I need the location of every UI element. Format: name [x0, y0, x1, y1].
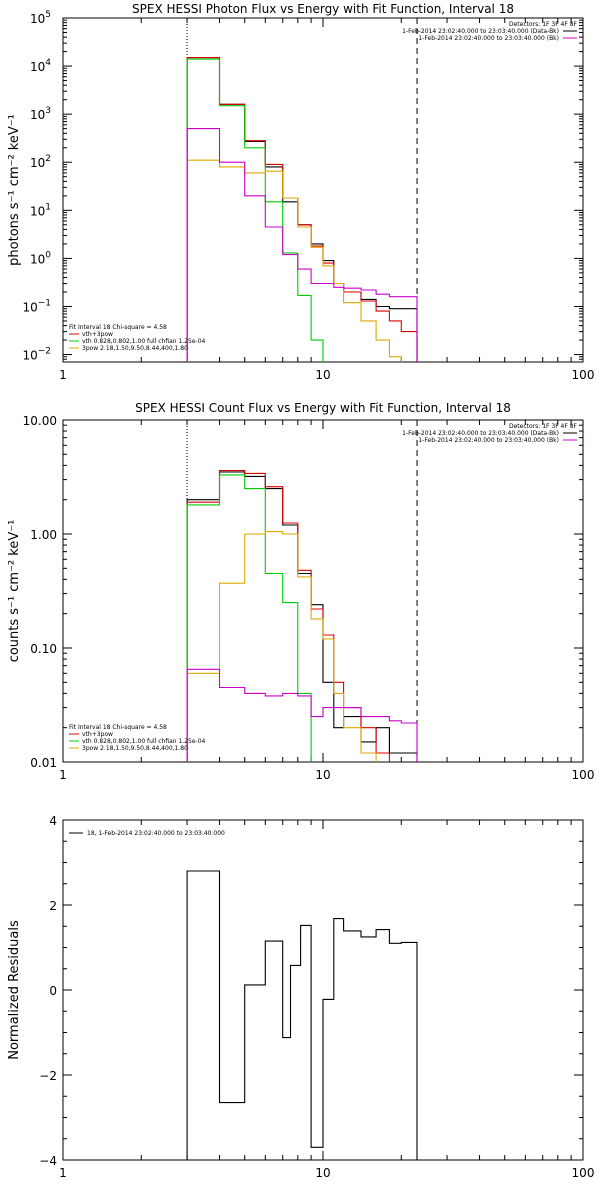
legend-entry: 1-Feb-2014 23:02:40.000 to 23:03:40.000 … — [402, 430, 559, 437]
x-tick-label: 1 — [59, 768, 67, 782]
series-2-step-line — [186, 57, 418, 362]
y-axis-label: photons s⁻¹ cm⁻² keV⁻¹ — [7, 114, 22, 266]
legend-entry: 1-Feb-2014 23:02:40.000 to 23:03:40.000 … — [418, 437, 559, 444]
series-3-step-line — [186, 474, 418, 762]
legend-entry: Detectors: 1F 3F 4F 8F — [509, 21, 578, 28]
legend-entry: vth+3pow — [82, 331, 113, 338]
y-tick-label: 0.01 — [30, 756, 57, 770]
y-tick-label: 100 — [30, 250, 51, 266]
chart-panel-1: 1 10 100 10−2 10−1 100 101 102 103 104 105 SPEX HES… — [7, 2, 595, 382]
legend-entry: 3pow 2.18,1.50,9.50,8.44,400,1.80 — [82, 345, 188, 352]
y-tick-label: 1.00 — [30, 528, 57, 542]
y-tick-label: 10.00 — [23, 414, 57, 428]
y-tick-label: −2 — [39, 1069, 57, 1083]
x-tick-label: 10 — [315, 368, 330, 382]
x-tick-label: 10 — [315, 768, 330, 782]
series-5-step-line — [186, 668, 418, 762]
y-axis-label: counts s⁻¹ cm⁻² keV⁻¹ — [7, 520, 22, 663]
y-tick-label: 10−2 — [22, 347, 51, 363]
legend-entry: 1-Feb-2014 23:02:40.000 to 23:03:40.000 … — [418, 35, 559, 42]
y-tick-label: 4 — [49, 814, 57, 828]
series-4-step-line — [186, 531, 418, 762]
chart-title: SPEX HESSI Photon Flux vs Energy with Fi… — [132, 2, 514, 16]
legend: Detectors: 1F 3F 4F 8F1-Feb-2014 23:02:4… — [69, 423, 578, 752]
x-tick-label: 1 — [59, 1166, 67, 1180]
legend-entry: vth+3pow — [82, 731, 113, 738]
legend-entry: 18, 1-Feb-2014 23:02:40.000 to 23:03:40.… — [87, 830, 225, 837]
legend: Detectors: 1F 3F 4F 8F1-Feb-2014 23:02:4… — [69, 21, 578, 352]
x-tick-label: 100 — [572, 368, 595, 382]
legend-entry: vth 0.828,0.802,1.00 full chfian 1.25e-0… — [82, 338, 206, 345]
series-1-step-line — [186, 870, 418, 1160]
y-tick-label: 104 — [30, 58, 51, 74]
legend-entry: vth 0.828,0.802,1.00 full chfian 1.25e-0… — [82, 738, 206, 745]
chart-title: SPEX HESSI Count Flux vs Energy with Fit… — [135, 401, 511, 415]
chart-panel-2: 1 10 100 0.01 0.10 1.00 10.00 SPEX HESSI Count … — [7, 401, 595, 782]
y-tick-label: 101 — [30, 202, 51, 218]
series-1-step-line — [186, 57, 418, 362]
chart-panel-3: 1 10 100 −4 −2 0 2 4 Normalized Residuals 18, 1-F… — [7, 814, 594, 1180]
y-tick-label: 103 — [30, 106, 51, 122]
y-tick-label: 2 — [49, 899, 57, 913]
y-tick-label: 105 — [30, 10, 51, 26]
series-3-step-line — [186, 58, 418, 362]
legend-entry: 1-Feb-2014 23:02:40.000 to 23:03:40.000 … — [402, 28, 559, 35]
x-tick-label: 10 — [315, 1166, 330, 1180]
y-tick-label: 10−1 — [22, 298, 51, 314]
plot-frame — [62, 17, 584, 363]
y-axis-label: Normalized Residuals — [7, 920, 22, 1060]
series-5-step-line — [186, 128, 418, 362]
y-tick-label: 102 — [30, 154, 51, 170]
series-4-step-line — [186, 159, 418, 362]
legend-entry: Detectors: 1F 3F 4F 8F — [509, 423, 578, 430]
y-tick-label: 0 — [49, 984, 57, 998]
legend-entry: Fit Interval 18 Chi-square = 4.58 — [69, 324, 167, 331]
x-tick-label: 100 — [572, 768, 595, 782]
legend: 18, 1-Feb-2014 23:02:40.000 to 23:03:40.… — [69, 830, 225, 837]
legend-entry: Fit Interval 18 Chi-square = 4.58 — [69, 724, 167, 731]
x-tick-label: 1 — [59, 368, 67, 382]
y-tick-label: −4 — [39, 1154, 57, 1168]
series-1-step-line — [186, 471, 418, 762]
x-tick-label: 100 — [572, 1166, 595, 1180]
y-tick-label: 0.10 — [30, 642, 57, 656]
legend-entry: 3pow 2.18,1.50,9.50,8.44,400,1.80 — [82, 745, 188, 752]
